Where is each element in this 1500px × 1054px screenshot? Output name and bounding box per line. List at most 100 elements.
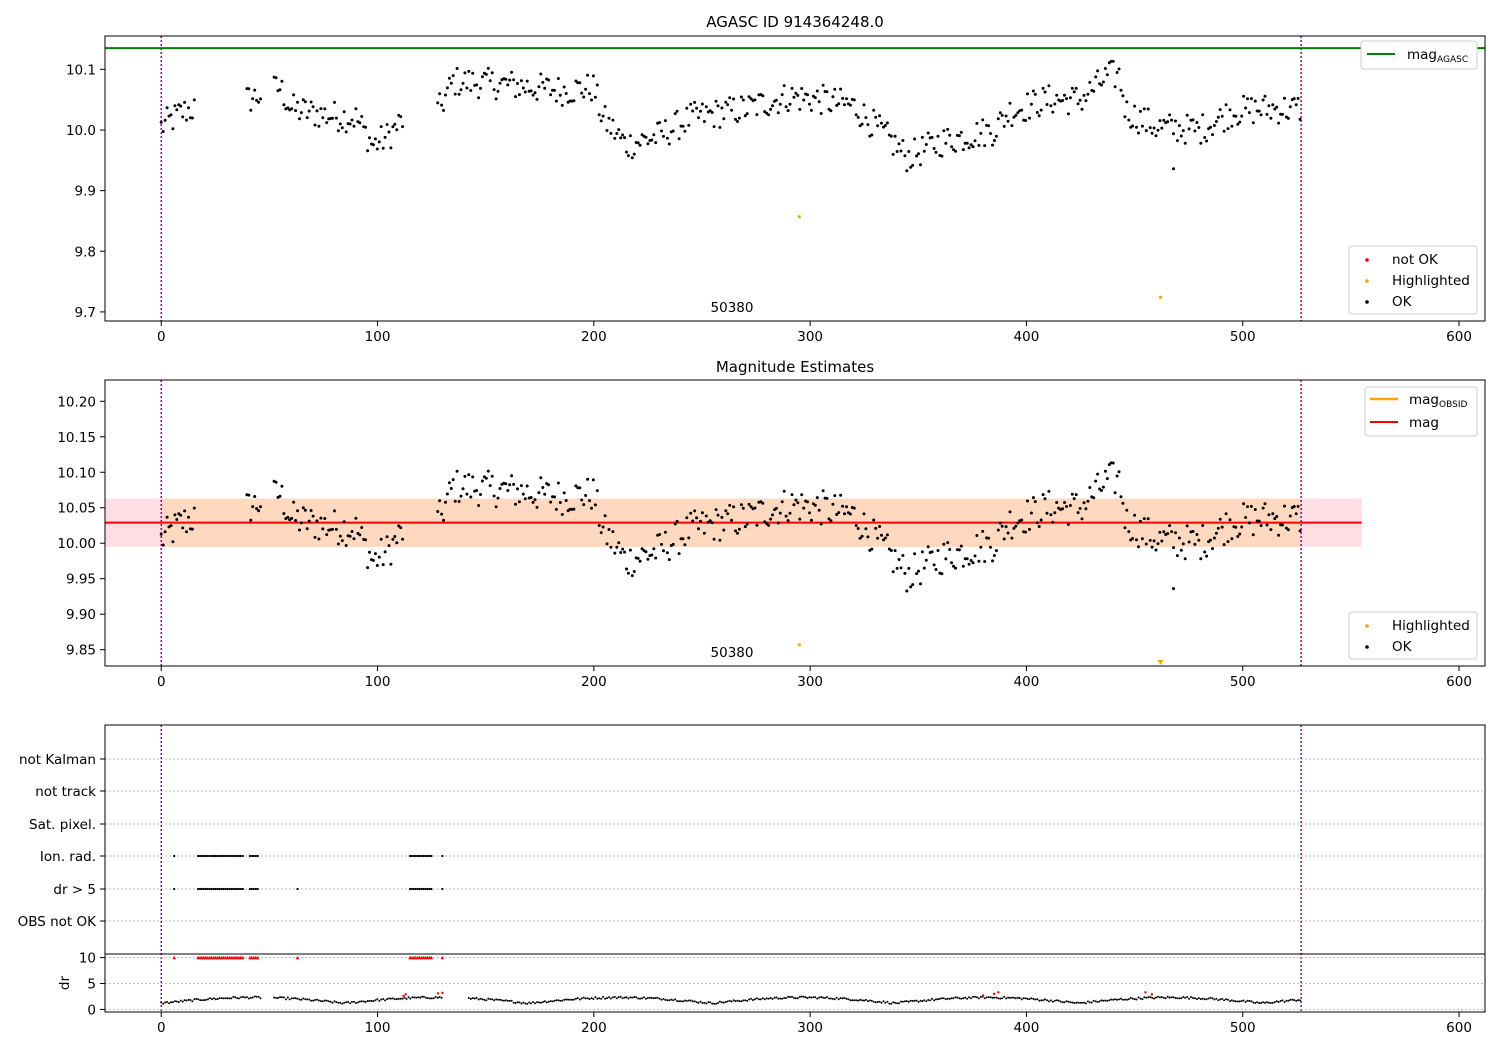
flag-point — [426, 887, 429, 891]
data-point-ok — [354, 107, 358, 111]
data-point-ok — [1086, 499, 1090, 503]
dr-point — [1252, 1001, 1255, 1004]
data-point-ok — [494, 97, 498, 101]
data-point-ok — [911, 163, 915, 167]
data-point-ok — [817, 100, 821, 104]
data-point-ok — [1004, 114, 1008, 118]
dr-point — [1195, 998, 1198, 1001]
data-point-ok — [554, 99, 558, 103]
dr-point — [240, 996, 243, 999]
data-point-ok — [1228, 108, 1232, 112]
dr-point — [520, 1002, 523, 1005]
data-point-ok — [1218, 517, 1222, 521]
data-point-ok — [769, 107, 773, 111]
dr-point — [487, 997, 490, 1000]
data-point-ok — [1092, 89, 1096, 93]
data-point-ok — [1150, 545, 1154, 549]
dr-point — [1038, 999, 1041, 1002]
data-point-ok — [662, 549, 665, 553]
data-point-ok — [529, 496, 533, 499]
dr-point — [954, 996, 957, 999]
dr-point — [399, 997, 402, 1000]
data-point-ok — [183, 100, 187, 104]
data-point-ok — [1144, 542, 1148, 546]
data-point-ok — [1172, 587, 1175, 591]
dr-point — [1010, 996, 1013, 999]
data-point-ok — [498, 487, 502, 490]
dr-point — [608, 996, 610, 999]
data-point-ok — [792, 503, 796, 507]
data-point-ok — [1283, 96, 1286, 100]
data-point-ok — [171, 540, 175, 544]
data-point-ok — [617, 541, 621, 545]
data-point-ok — [442, 518, 445, 522]
data-point-ok — [494, 505, 498, 509]
data-point-ok — [313, 123, 317, 127]
x-tick-label: 400 — [1014, 329, 1040, 345]
data-point-ok — [895, 150, 899, 153]
data-point-ok — [839, 87, 843, 91]
data-point-ok — [919, 163, 922, 167]
dr-point — [872, 1000, 875, 1003]
data-point-ok — [858, 536, 862, 540]
data-point-ok — [687, 123, 691, 127]
dr-point — [222, 997, 225, 1000]
dr-point — [187, 998, 190, 1001]
data-point-ok — [992, 554, 996, 557]
dr-point — [1028, 998, 1031, 1001]
data-point-ok — [1125, 100, 1129, 104]
data-point-ok — [638, 143, 642, 147]
data-point-ok — [1135, 125, 1138, 129]
data-point-ok — [340, 539, 344, 543]
dr-red-marker — [172, 955, 176, 960]
data-point-ok — [286, 515, 290, 519]
data-point-ok — [490, 71, 494, 75]
dr-point — [1131, 997, 1134, 1000]
data-point-ok — [1152, 126, 1156, 130]
data-point-ok — [866, 123, 870, 127]
flag-point — [252, 887, 255, 891]
off-axis-marker — [1157, 660, 1164, 665]
dr-point — [1275, 1000, 1278, 1003]
dr-point — [882, 1000, 885, 1003]
dr-point — [652, 997, 655, 1000]
data-point-ok — [1220, 114, 1224, 118]
data-point-ok — [992, 139, 996, 142]
dr-point — [1114, 998, 1117, 1001]
y-tick-label: 9.9 — [75, 184, 96, 200]
data-point-ok — [278, 88, 282, 92]
data-point-ok — [854, 113, 858, 117]
dr-point — [497, 998, 499, 1001]
dr-point — [255, 995, 258, 998]
dr-point — [1244, 1001, 1247, 1003]
data-point-ok — [257, 100, 261, 104]
data-point-ok — [280, 79, 284, 83]
data-point-ok — [1072, 497, 1076, 501]
data-point-ok — [1008, 510, 1012, 514]
data-point-highlighted — [797, 643, 801, 647]
data-point-ok — [1259, 113, 1263, 117]
flag-point — [233, 887, 237, 891]
panel-magnitude: Magnitude Estimates 0 100 200 300 400 500 600 … — [57, 358, 1486, 690]
dr-point — [1009, 996, 1011, 999]
dr-point — [759, 998, 762, 1001]
data-point-ok — [1286, 528, 1290, 532]
dr-point — [197, 998, 200, 1001]
data-point-ok — [940, 154, 944, 158]
dr-point — [621, 997, 624, 1000]
dr-point — [1242, 999, 1245, 1002]
data-point-ok — [860, 122, 864, 126]
data-point-ok — [1101, 485, 1105, 489]
dr-point — [238, 997, 241, 1000]
dr-point — [748, 998, 751, 1001]
dr-point — [518, 1001, 521, 1004]
data-point-ok — [368, 550, 371, 554]
data-point-ok — [650, 553, 654, 557]
dr-point — [411, 996, 414, 999]
data-point-ok — [539, 476, 543, 480]
data-point-ok — [1269, 528, 1273, 532]
data-point-ok — [619, 551, 623, 554]
data-point-ok — [492, 494, 496, 498]
data-point-ok — [1267, 513, 1271, 517]
